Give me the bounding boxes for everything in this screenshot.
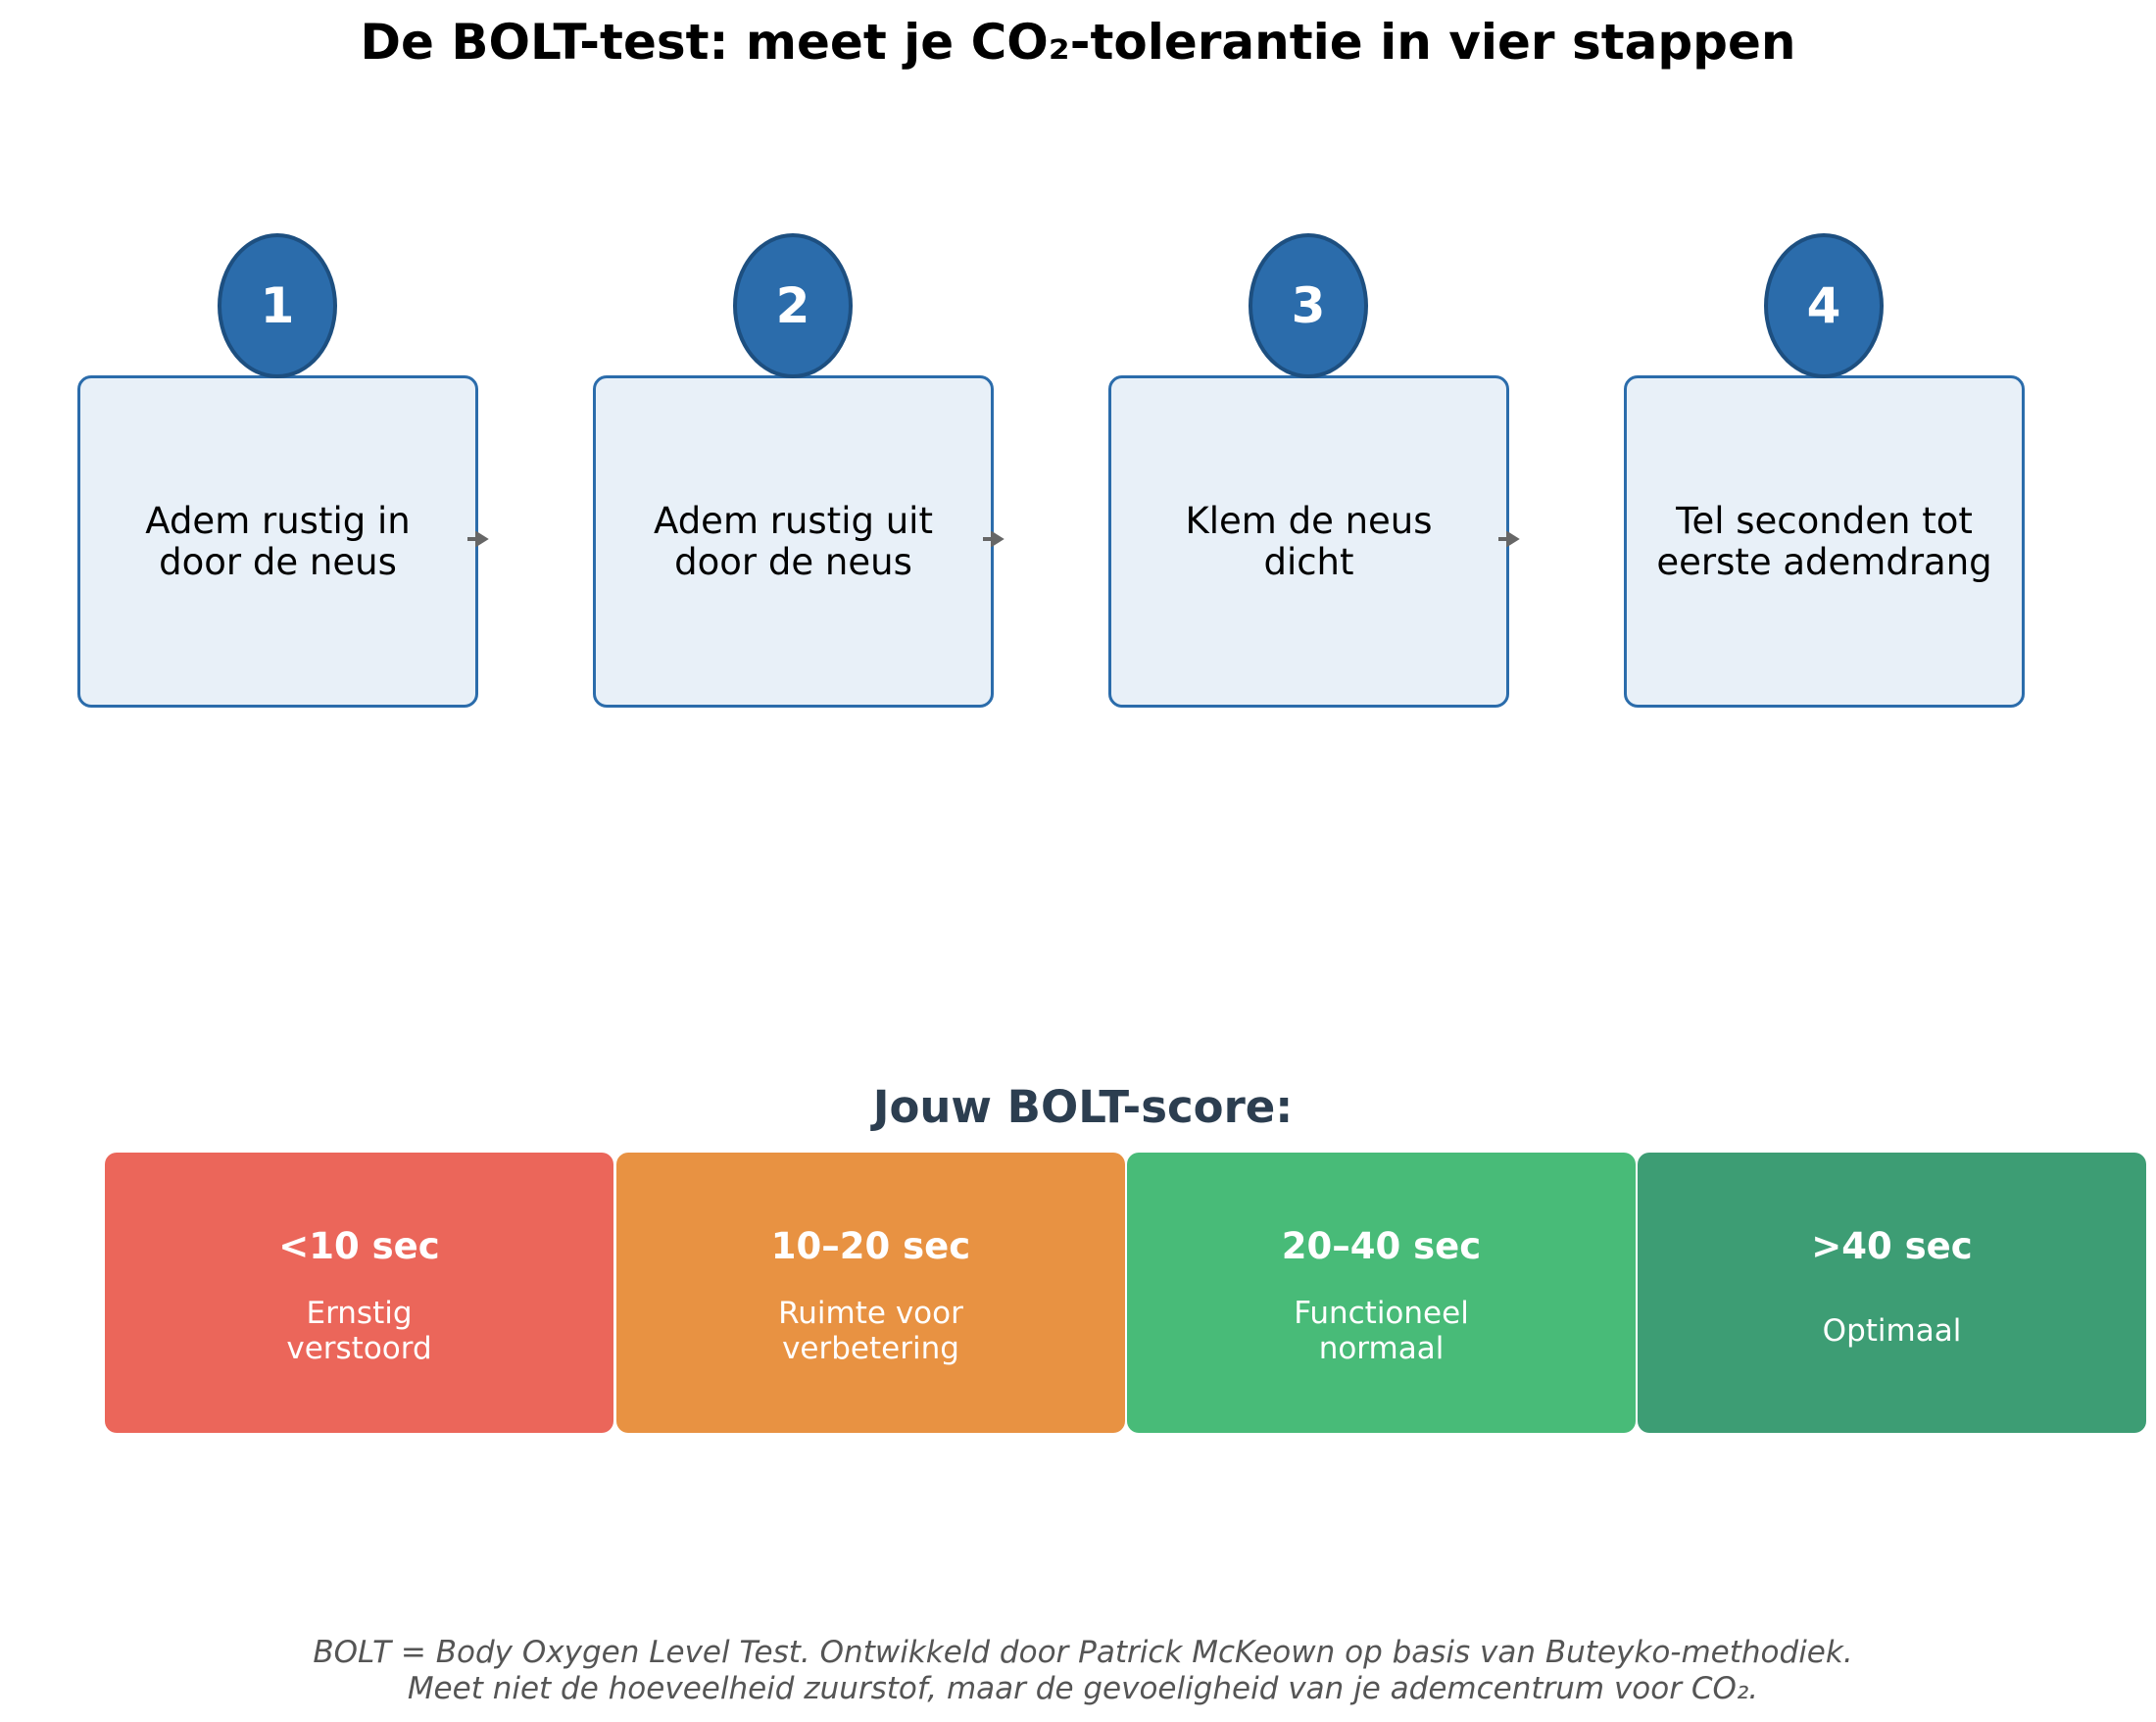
step-box-4: Tel seconden tot eerste ademdrang [1624,375,2025,708]
step-number-4: 4 [1764,233,1884,378]
step-text: Adem rustig uit door de neus [654,499,933,583]
step-text: Klem de neus dicht [1185,499,1433,583]
footer-line-1: BOLT = Body Oxygen Level Test. Ontwikkel… [313,1635,1853,1670]
step-number-3: 3 [1249,233,1368,378]
score-card-3: 20–40 sec Functioneel normaal [1127,1153,1636,1433]
score-card-2: 10–20 sec Ruimte voor verbetering [616,1153,1125,1433]
step-text: Adem rustig in door de neus [145,499,411,583]
score-card-4: >40 sec Optimaal [1638,1153,2146,1433]
score-range: >40 sec [1811,1225,1973,1267]
step-number-1: 1 [218,233,337,378]
score-range: <10 sec [278,1225,440,1267]
score-desc: Optimaal [1822,1313,1962,1349]
score-desc: Ernstig verstoord [286,1296,432,1366]
footer-note: BOLT = Body Oxygen Level Test. Ontwikkel… [0,1635,2156,1707]
step-box-3: Klem de neus dicht [1108,375,1509,708]
arrow-right-icon [1498,531,1520,547]
score-desc: Ruimte voor verbetering [778,1296,963,1366]
score-range: 20–40 sec [1281,1225,1482,1267]
footer-line-2: Meet niet de hoeveelheid zuurstof, maar … [407,1671,1759,1706]
arrow-right-icon [467,531,489,547]
score-title: Jouw BOLT-score: [872,1081,1294,1133]
arrow-right-icon [983,531,1004,547]
step-number-2: 2 [733,233,853,378]
step-box-1: Adem rustig in door de neus [77,375,478,708]
score-desc: Functioneel normaal [1294,1296,1469,1366]
score-range: 10–20 sec [770,1225,971,1267]
step-box-2: Adem rustig uit door de neus [593,375,994,708]
step-text: Tel seconden tot eerste ademdrang [1656,499,1992,583]
page-title: De BOLT-test: meet je CO₂-tolerantie in … [360,14,1796,71]
score-card-1: <10 sec Ernstig verstoord [105,1153,613,1433]
